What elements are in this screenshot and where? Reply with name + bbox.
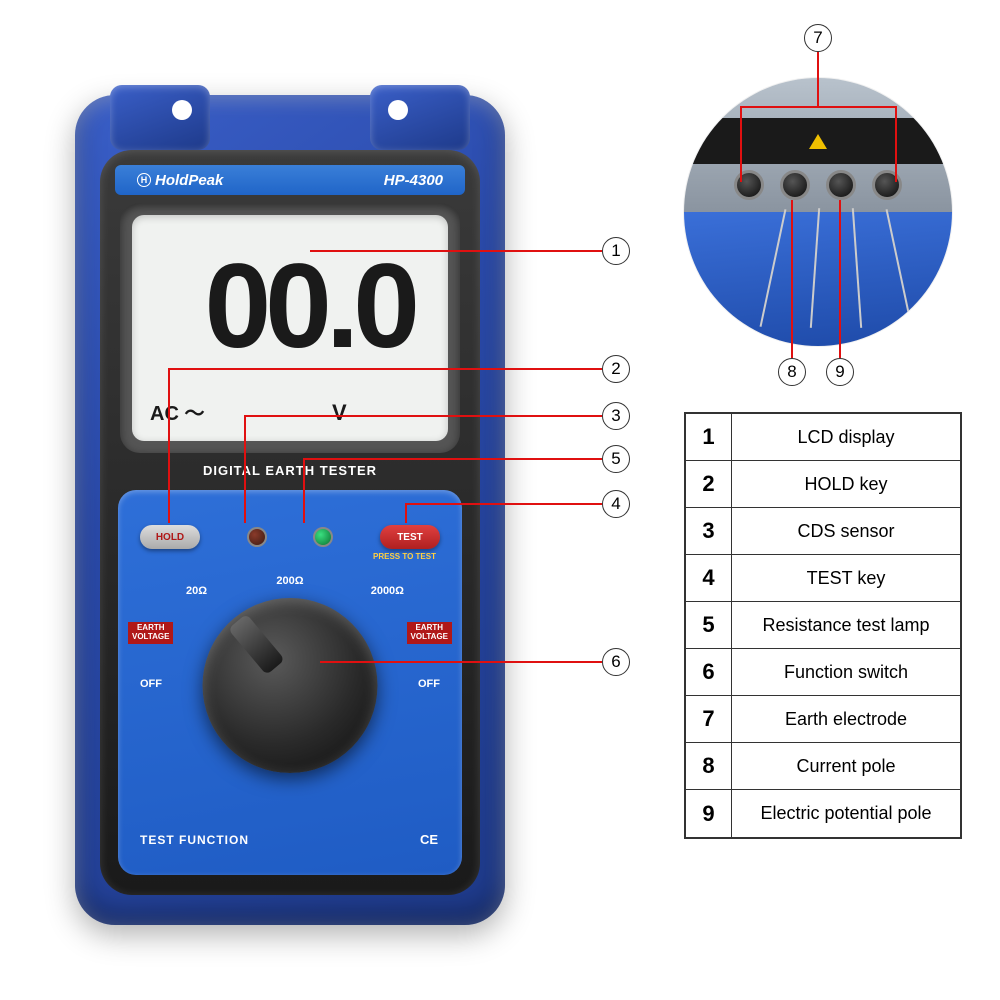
legend-num: 7 xyxy=(686,696,732,742)
test-lamp xyxy=(313,527,333,547)
table-row: 9Electric potential pole xyxy=(686,790,960,837)
range-200: 200Ω xyxy=(276,575,303,587)
off-right: OFF xyxy=(418,678,440,690)
lcd-v-label: V xyxy=(332,400,347,426)
legend-num: 4 xyxy=(686,555,732,601)
hole-icon xyxy=(388,100,408,120)
legend-text: TEST key xyxy=(732,555,960,601)
table-row: 1LCD display xyxy=(686,414,960,461)
dial-pointer-icon xyxy=(227,614,284,675)
callout-3: 3 xyxy=(602,402,630,430)
port-e2 xyxy=(872,170,902,200)
legend-text: Electric potential pole xyxy=(732,790,960,837)
callout-vline xyxy=(168,368,170,523)
mount-tab-left xyxy=(110,85,210,150)
connector-detail xyxy=(684,78,952,346)
test-button[interactable]: TEST xyxy=(380,525,440,549)
callout-line xyxy=(320,661,602,663)
device-header: H HoldPeak HP-4300 xyxy=(115,165,465,195)
callout-line xyxy=(168,368,602,370)
table-row: 6Function switch xyxy=(686,649,960,696)
legend-text: Resistance test lamp xyxy=(732,602,960,648)
legend-num: 5 xyxy=(686,602,732,648)
legend-text: LCD display xyxy=(732,414,960,460)
device-illustration: H HoldPeak HP-4300 00.0 AC ～ V DIGITAL E… xyxy=(40,95,540,955)
mount-tab-right xyxy=(370,85,470,150)
legend-text: HOLD key xyxy=(732,461,960,507)
range-2000: 2000Ω xyxy=(371,585,404,597)
callout-1: 1 xyxy=(602,237,630,265)
legend-num: 8 xyxy=(686,743,732,789)
earth-voltage-left: EARTHVOLTAGE xyxy=(128,622,173,644)
legend-num: 9 xyxy=(686,790,732,837)
hold-button[interactable]: HOLD xyxy=(140,525,200,549)
model-label: HP-4300 xyxy=(384,172,443,189)
callout-line xyxy=(405,503,602,505)
brand-icon: H xyxy=(137,173,151,187)
control-panel: HOLD TEST PRESS TO TEST 20Ω 200Ω 2000Ω E… xyxy=(118,490,462,875)
callout-vline xyxy=(244,415,246,523)
port-e xyxy=(734,170,764,200)
hole-icon xyxy=(172,100,192,120)
callout-5: 5 xyxy=(602,445,630,473)
callout-2: 2 xyxy=(602,355,630,383)
table-row: 4TEST key xyxy=(686,555,960,602)
callout-9: 9 xyxy=(826,358,854,386)
callout-vline xyxy=(817,52,819,107)
legend-num: 6 xyxy=(686,649,732,695)
legend-text: Function switch xyxy=(732,649,960,695)
callout-vline xyxy=(895,106,897,182)
legend-num: 2 xyxy=(686,461,732,507)
press-test-label: PRESS TO TEST xyxy=(373,552,436,561)
legend-text: Earth electrode xyxy=(732,696,960,742)
port-p xyxy=(780,170,810,200)
legend-text: Current pole xyxy=(732,743,960,789)
legend-table: 1LCD display 2HOLD key 3CDS sensor 4TEST… xyxy=(684,412,962,839)
callout-vline xyxy=(405,503,407,523)
callout-6: 6 xyxy=(602,648,630,676)
warning-icon xyxy=(809,134,827,149)
port-row xyxy=(684,170,952,200)
ce-icon: CE xyxy=(420,832,438,847)
brand-label: H HoldPeak xyxy=(137,172,223,189)
callout-vline xyxy=(740,106,742,182)
brand-text: HoldPeak xyxy=(155,172,223,189)
earth-voltage-right: EARTHVOLTAGE xyxy=(407,622,452,644)
table-row: 7Earth electrode xyxy=(686,696,960,743)
function-switch[interactable] xyxy=(203,598,378,773)
table-row: 3CDS sensor xyxy=(686,508,960,555)
lcd-display: 00.0 AC ～ V xyxy=(132,215,448,441)
callout-vline xyxy=(839,200,841,358)
callout-vline xyxy=(303,458,305,523)
callout-vline xyxy=(791,200,793,358)
legend-num: 1 xyxy=(686,414,732,460)
test-function-label: TEST FUNCTION xyxy=(140,833,249,847)
button-row: HOLD TEST xyxy=(140,525,440,549)
connector-warning-strip xyxy=(684,118,952,164)
callout-4: 4 xyxy=(602,490,630,518)
callout-line xyxy=(310,250,602,252)
callout-line xyxy=(244,415,602,417)
cds-sensor xyxy=(247,527,267,547)
legend-num: 3 xyxy=(686,508,732,554)
legend-text: CDS sensor xyxy=(732,508,960,554)
range-20: 20Ω xyxy=(186,585,207,597)
callout-8: 8 xyxy=(778,358,806,386)
table-row: 5Resistance test lamp xyxy=(686,602,960,649)
table-row: 8Current pole xyxy=(686,743,960,790)
table-row: 2HOLD key xyxy=(686,461,960,508)
lcd-ac-label: AC ～ xyxy=(150,397,204,426)
callout-line xyxy=(303,458,602,460)
callout-line xyxy=(740,106,897,108)
callout-7: 7 xyxy=(804,24,832,52)
off-left: OFF xyxy=(140,678,162,690)
port-c xyxy=(826,170,856,200)
lcd-reading: 00.0 xyxy=(204,237,414,375)
